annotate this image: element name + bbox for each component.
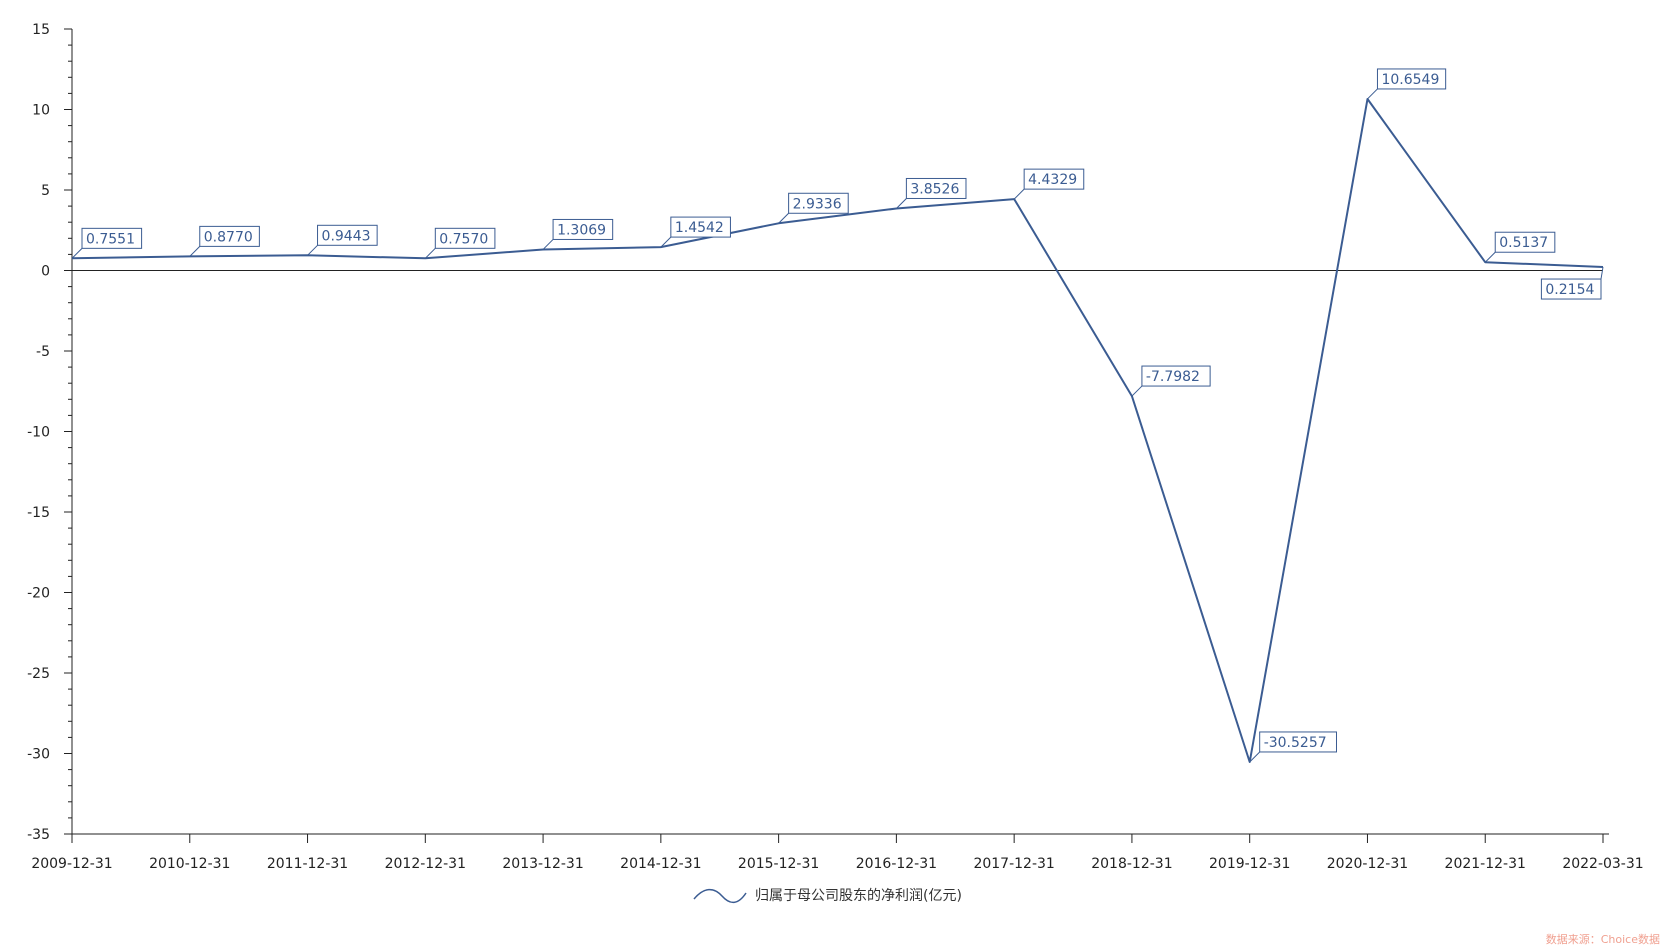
y-tick-label: -20	[27, 586, 50, 602]
data-label-leader	[189, 246, 201, 257]
data-label-layer: 0.7551 0.8770 0.9443 0.7570 1.3069 1.4542 2.93…	[71, 68, 1604, 763]
data-label-leader	[1131, 385, 1143, 397]
x-tick-label: 2012-12-31	[385, 856, 466, 872]
data-label-text: 2.9336	[793, 196, 842, 212]
data-label-leader	[1367, 88, 1378, 100]
data-label: -7.7982	[1131, 365, 1211, 397]
data-label-box	[81, 227, 143, 249]
legend-line-icon	[693, 888, 747, 904]
data-label-box	[1540, 278, 1602, 300]
x-tick-label: 2017-12-31	[973, 856, 1054, 872]
data-label-text: 3.8526	[910, 181, 959, 197]
y-axis: 15 10 5 0 -5 -10 -15 -20 -25 -30 -35	[27, 22, 73, 843]
data-label-text: -30.5257	[1264, 735, 1327, 751]
y-tick-label: 10	[32, 103, 50, 119]
data-label-box	[552, 218, 614, 240]
data-label-box	[1376, 68, 1447, 90]
data-label-box	[788, 192, 849, 214]
x-tick-label: 2020-12-31	[1327, 856, 1408, 872]
y-tick-label: 0	[41, 264, 50, 280]
x-tick-label: 2018-12-31	[1091, 856, 1172, 872]
data-label-text: -7.7982	[1146, 369, 1200, 385]
series-layer	[71, 98, 1604, 763]
data-label-box	[905, 177, 967, 199]
data-label: 3.8526	[896, 177, 967, 209]
x-axis: 2009-12-31 2010-12-31 2011-12-31 2012-12-31…	[31, 833, 1644, 872]
data-label: 0.7570	[424, 227, 496, 259]
data-label-text: 0.9443	[322, 228, 371, 244]
y-tick-label: -10	[27, 425, 50, 441]
x-tick-label: 2014-12-31	[620, 856, 701, 872]
data-label-box	[199, 225, 260, 247]
data-label-leader	[542, 239, 554, 250]
y-tick-label: -35	[27, 827, 50, 843]
data-label-leader	[1013, 188, 1025, 200]
data-label-box	[1494, 231, 1556, 253]
data-label: 4.4329	[1013, 168, 1085, 200]
data-label-leader	[307, 244, 318, 256]
data-label-leader	[1249, 751, 1261, 763]
y-tick-label: 5	[41, 183, 50, 199]
data-label: 0.8770	[189, 225, 260, 257]
x-tick-label: 2019-12-31	[1209, 856, 1290, 872]
legend-label: 归属于母公司股东的净利润(亿元)	[755, 887, 962, 904]
data-label-text: 10.6549	[1381, 72, 1439, 88]
x-tick-label: 2010-12-31	[149, 856, 230, 872]
x-tick-label: 2015-12-31	[738, 856, 819, 872]
data-label-text: 1.3069	[557, 222, 606, 238]
x-tick-label: 2022-03-31	[1562, 856, 1643, 872]
data-label-leader	[424, 247, 436, 259]
y-tick-label: -15	[27, 505, 50, 521]
data-label-box	[317, 224, 378, 246]
data-label-text: 0.7551	[86, 231, 135, 247]
x-tick-label: 2021-12-31	[1445, 856, 1526, 872]
data-label: 0.7551	[71, 227, 143, 259]
data-label-leader	[778, 212, 789, 224]
data-label: 2.9336	[778, 192, 849, 224]
data-label-leader	[660, 236, 672, 248]
data-label-text: 0.5137	[1499, 235, 1548, 251]
data-label: 1.4542	[660, 216, 731, 248]
y-tick-label: 15	[32, 22, 50, 38]
data-label-leader	[71, 247, 83, 259]
y-tick-label: -5	[36, 344, 50, 360]
data-label-leader	[1484, 251, 1496, 263]
data-label: -30.5257	[1249, 731, 1337, 763]
data-label-box	[434, 227, 496, 249]
data-label-box	[670, 216, 731, 238]
data-label: 0.9443	[307, 224, 378, 256]
data-label: 0.2154	[1540, 266, 1604, 300]
x-tick-label: 2009-12-31	[31, 856, 112, 872]
series-line	[71, 98, 1604, 763]
legend[interactable]: 归属于母公司股东的净利润(亿元)	[693, 887, 962, 904]
data-label-text: 0.7570	[439, 231, 488, 247]
source-note: 数据来源：Choice数据	[1546, 932, 1660, 946]
data-label: 0.5137	[1484, 231, 1556, 263]
y-tick-label: -30	[27, 747, 50, 763]
data-label: 1.3069	[542, 218, 614, 250]
data-label-leader	[1600, 266, 1604, 280]
x-tick-label: 2013-12-31	[502, 856, 583, 872]
data-label-text: 0.8770	[204, 229, 253, 245]
data-label: 10.6549	[1367, 68, 1447, 100]
y-tick-label: -25	[27, 666, 50, 682]
data-label-text: 4.4329	[1028, 172, 1077, 188]
data-label-text: 1.4542	[675, 220, 724, 236]
data-label-box	[1141, 365, 1211, 387]
data-label-box	[1023, 168, 1085, 190]
data-label-box	[1259, 731, 1337, 753]
data-label-leader	[896, 198, 907, 209]
x-tick-label: 2011-12-31	[267, 856, 348, 872]
x-tick-label: 2016-12-31	[856, 856, 937, 872]
data-label-text: 0.2154	[1545, 282, 1594, 298]
